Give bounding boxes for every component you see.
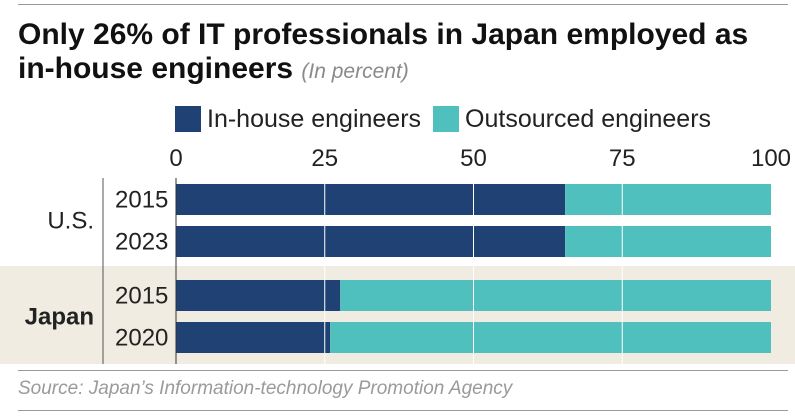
- bar-outsourced: [330, 322, 771, 353]
- footer-rule: [18, 370, 788, 371]
- x-tick-label: 75: [609, 145, 636, 172]
- group-label: Japan: [25, 304, 94, 331]
- bottom-rule: [18, 410, 788, 411]
- legend-label-outsourced: Outsourced engineers: [465, 104, 712, 133]
- legend-swatch-in-house: [175, 106, 201, 132]
- x-tick-label: 0: [169, 145, 182, 172]
- legend: In-house engineers Outsourced engineers: [175, 104, 723, 134]
- bar-outsourced: [340, 280, 771, 311]
- chart-title-text: Only 26% of IT professionals in Japan em…: [18, 18, 749, 85]
- legend-swatch-outsourced: [433, 106, 460, 132]
- x-tick-label: 50: [460, 145, 487, 172]
- legend-item-in-house: In-house engineers: [175, 105, 421, 134]
- top-rule: [18, 4, 788, 5]
- row-label: 2015: [115, 187, 168, 214]
- row-label: 2023: [115, 229, 168, 256]
- group-label: U.S.: [47, 208, 94, 235]
- legend-item-outsourced: Outsourced engineers: [433, 105, 711, 134]
- row-label: 2015: [115, 283, 168, 310]
- x-tick-label: 100: [751, 145, 791, 172]
- legend-label-in-house: In-house engineers: [207, 104, 422, 133]
- bar-in-house: [176, 184, 566, 215]
- bar-outsourced: [565, 226, 771, 257]
- bar-in-house: [176, 322, 331, 353]
- chart-subtitle: (In percent): [301, 60, 409, 83]
- bar-outsourced: [565, 184, 771, 215]
- row-label: 2020: [115, 325, 168, 352]
- bar-in-house: [176, 226, 566, 257]
- x-tick-label: 25: [311, 145, 338, 172]
- bar-in-house: [176, 280, 341, 311]
- source-note: Source: Japan’s Information-technology P…: [18, 378, 513, 399]
- chart-title: Only 26% of IT professionals in Japan em…: [18, 18, 788, 89]
- stacked-bar-chart: 0 25 50 75 100 U.S. 2015 2023 Japan 2015 2020: [0, 145, 795, 364]
